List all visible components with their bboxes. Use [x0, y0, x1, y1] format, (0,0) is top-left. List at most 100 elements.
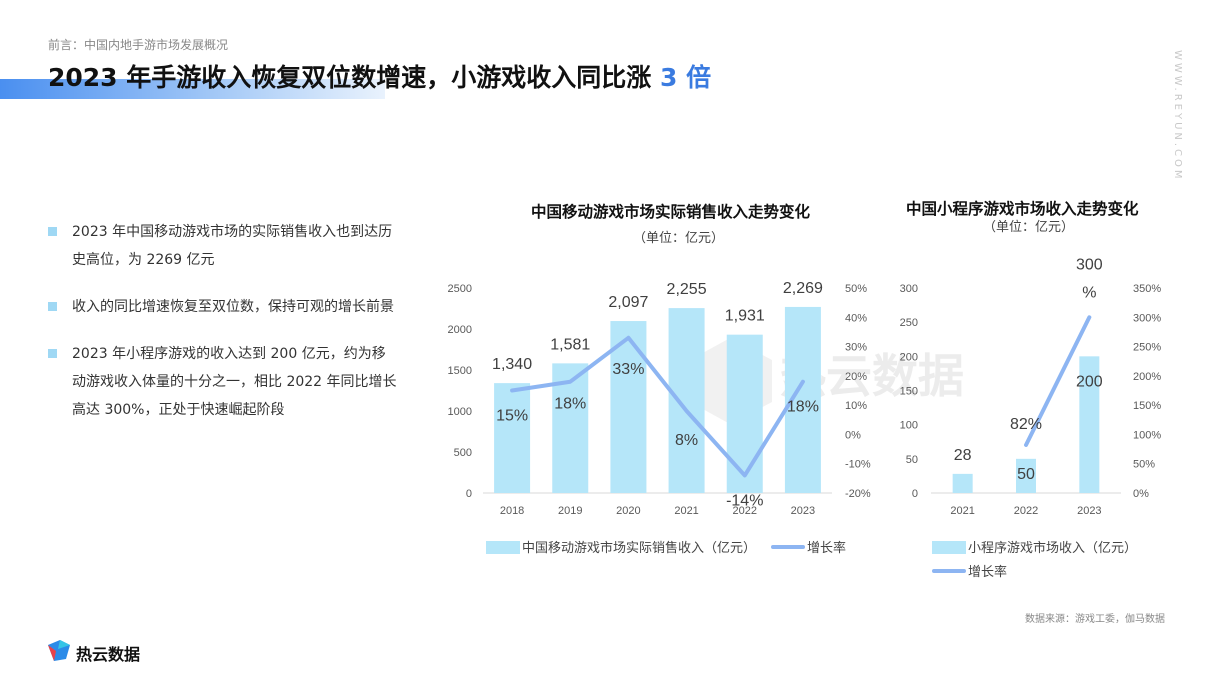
y-tick-label-left: 1000 [448, 406, 472, 418]
x-tick-label: 2023 [1077, 505, 1101, 517]
bar-value-label: 28 [954, 447, 972, 464]
bullet-marker [48, 349, 57, 358]
bar-value-label: 1,581 [550, 336, 590, 353]
side-url: WWW.REYUN.COM [1172, 50, 1183, 182]
bar-value-label: 1,931 [725, 308, 765, 325]
y-tick-label-right: 0% [1133, 488, 1149, 500]
legend-bar-swatch [932, 541, 966, 554]
growth-rate-label: 18% [787, 399, 819, 416]
chart2-legend-bar: 小程序游戏市场收入（亿元） [932, 537, 1137, 556]
growth-rate-label: 15% [496, 408, 528, 425]
y-tick-label-right: 150% [1133, 400, 1161, 412]
bullet-marker [48, 227, 57, 236]
legend-bar-label: 中国移动游戏市场实际销售收入（亿元） [522, 541, 757, 556]
logo-text: 热云数据 [76, 645, 141, 664]
x-tick-label: 2021 [950, 505, 974, 517]
bar [1079, 356, 1100, 493]
title-accent-bar [0, 79, 385, 99]
growth-rate-line [1024, 315, 1092, 447]
y-tick-label-right: 350% [1133, 283, 1161, 295]
growth-rate-label: % [1082, 284, 1096, 301]
bullet-list: 2023 年中国移动游戏市场的实际销售收入也到达历史高位，为 2269 亿元 收… [48, 218, 398, 443]
legend-bar-swatch [486, 541, 520, 554]
y-tick-label-right: 50% [845, 283, 867, 295]
x-tick-label: 2021 [674, 505, 698, 517]
bullet-text: 2023 年中国移动游戏市场的实际销售收入也到达历史高位，为 2269 亿元 [72, 224, 393, 268]
bar-value-label: 50 [1017, 466, 1035, 483]
bar [1016, 458, 1036, 493]
bar [952, 473, 973, 493]
chart1-legend-bar: 中国移动游戏市场实际销售收入（亿元） [486, 537, 756, 556]
growth-rate-label: 33% [612, 361, 644, 378]
y-tick-label-right: 100% [1133, 429, 1161, 441]
y-tick-label-left: 2500 [448, 283, 472, 295]
chart1-title: 中国移动游戏市场实际销售收入走势变化 [531, 203, 811, 221]
x-tick-label: 2018 [500, 505, 524, 517]
chart2-unit: （单位：亿元） [983, 220, 1075, 235]
page-title: 2023 年手游收入恢复双位数增速，小游戏收入同比涨 3 倍 [48, 58, 711, 94]
chart1-legend-line: 增长率 [771, 537, 846, 556]
y-tick-label-right: 20% [845, 371, 867, 383]
y-tick-label-left: 1500 [448, 365, 472, 377]
y-tick-label-right: -10% [845, 459, 871, 471]
y-tick-label-left: 200 [900, 351, 918, 363]
bar [668, 308, 705, 493]
legend-line-swatch [771, 545, 805, 549]
bar-value-label: 2,269 [783, 280, 823, 297]
bullet-item: 2023 年小程序游戏的收入达到 200 亿元，约为移动游戏收入体量的十分之一，… [48, 340, 398, 424]
bullet-item: 2023 年中国移动游戏市场的实际销售收入也到达历史高位，为 2269 亿元 [48, 218, 398, 274]
y-tick-label-left: 500 [454, 447, 472, 459]
growth-rate-label: -14% [726, 492, 763, 509]
breadcrumb: 前言：中国内地手游市场发展概况 [48, 38, 229, 52]
y-tick-label-left: 100 [900, 420, 918, 432]
bullet-text: 收入的同比增速恢复至双位数，保持可观的增长前景 [72, 299, 394, 315]
legend-bar-label: 小程序游戏市场收入（亿元） [968, 541, 1138, 556]
y-tick-label-right: 200% [1133, 371, 1161, 383]
bar-value-label: 2,255 [667, 281, 707, 298]
legend-line-swatch [932, 569, 966, 573]
y-tick-label-right: -20% [845, 488, 871, 500]
x-tick-label: 2020 [616, 505, 640, 517]
y-tick-label-left: 0 [912, 488, 918, 500]
growth-rate-label: 8% [675, 432, 698, 449]
x-tick-label: 2023 [791, 505, 815, 517]
y-tick-label-right: 40% [845, 312, 867, 324]
bullet-item: 收入的同比增速恢复至双位数，保持可观的增长前景 [48, 293, 398, 321]
reyun-logo-icon [48, 640, 70, 661]
chart1-unit: （单位：亿元） [633, 231, 725, 246]
growth-rate-line [510, 335, 805, 478]
y-tick-label-left: 300 [900, 283, 918, 295]
page-title-main: 2023 年手游收入恢复双位数增速，小游戏收入同比涨 [48, 63, 660, 92]
x-tick-label: 2022 [1014, 505, 1038, 517]
x-tick-label: 2022 [733, 505, 757, 517]
bar-value-label: 200 [1076, 373, 1103, 390]
y-tick-label-right: 300% [1133, 312, 1161, 324]
bar-value-label: 1,340 [492, 356, 532, 373]
bar-value-label: 2,097 [608, 294, 648, 311]
bar [494, 383, 531, 493]
y-tick-label-right: 30% [845, 342, 867, 354]
data-source: 数据来源：游戏工委，伽马数据 [1025, 614, 1165, 625]
y-tick-label-right: 50% [1133, 459, 1155, 471]
y-tick-label-right: 0% [845, 429, 861, 441]
bullet-marker [48, 302, 57, 311]
y-tick-label-left: 250 [900, 317, 918, 329]
y-tick-label-left: 50 [906, 454, 918, 466]
y-tick-label-right: 250% [1133, 342, 1161, 354]
growth-rate-label: 18% [554, 396, 586, 413]
y-tick-label-left: 150 [900, 386, 918, 398]
page-title-highlight: 3 倍 [660, 63, 712, 92]
legend-line-label: 增长率 [807, 541, 847, 556]
bar [726, 334, 763, 493]
growth-rate-label: 82% [1010, 416, 1042, 433]
legend-line-label: 增长率 [968, 565, 1008, 580]
y-tick-label-right: 10% [845, 400, 867, 412]
y-tick-label-left: 0 [466, 488, 472, 500]
x-tick-label: 2019 [558, 505, 582, 517]
chart2-title: 中国小程序游戏市场收入走势变化 [906, 200, 1139, 218]
growth-rate-label: 300 [1076, 256, 1103, 273]
bullet-text: 2023 年小程序游戏的收入达到 200 亿元，约为移动游戏收入体量的十分之一，… [72, 346, 397, 418]
y-tick-label-left: 2000 [448, 324, 472, 336]
chart2-legend-line: 增长率 [932, 561, 1007, 580]
